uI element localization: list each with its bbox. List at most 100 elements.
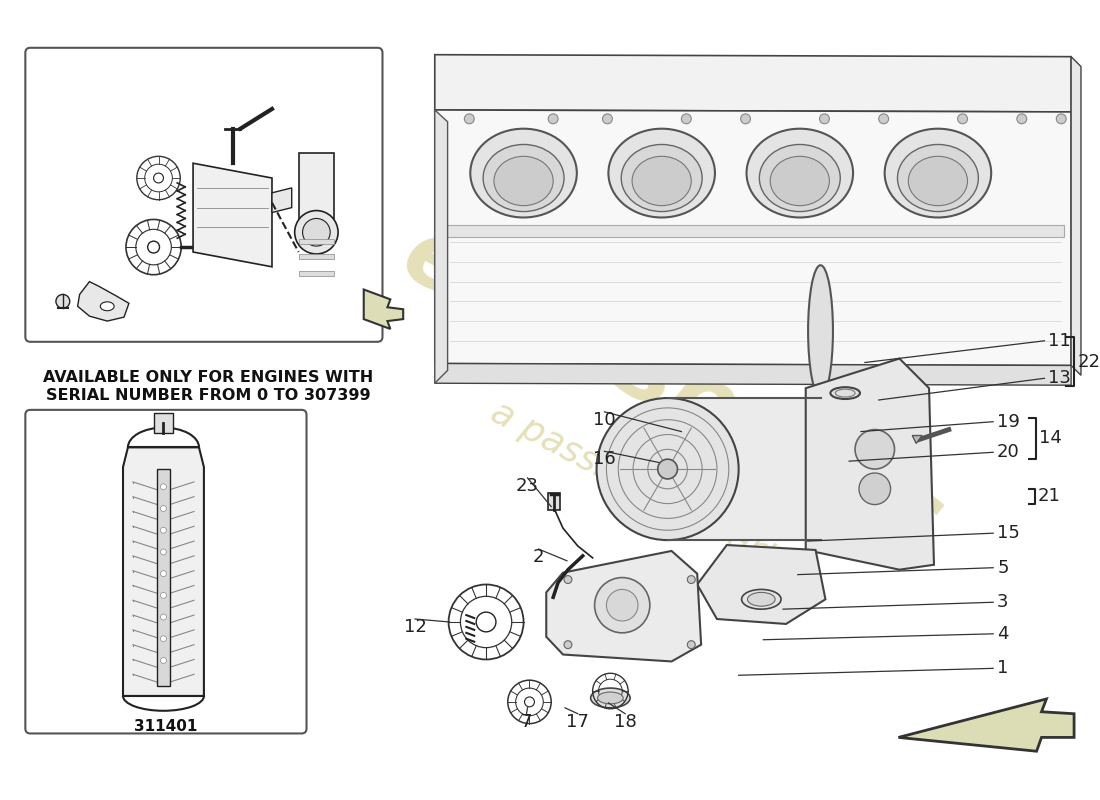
Polygon shape	[1071, 57, 1081, 375]
Circle shape	[161, 570, 166, 577]
Text: 4: 4	[997, 625, 1009, 643]
Text: 18: 18	[614, 713, 637, 730]
Circle shape	[859, 473, 891, 505]
Circle shape	[161, 527, 166, 533]
Circle shape	[56, 294, 69, 308]
Polygon shape	[123, 447, 204, 696]
Text: eurospares: eurospares	[386, 210, 957, 571]
Bar	[298, 254, 334, 259]
Polygon shape	[697, 545, 825, 624]
Ellipse shape	[608, 129, 715, 218]
Circle shape	[161, 614, 166, 620]
Ellipse shape	[494, 156, 553, 206]
Text: 22: 22	[1078, 353, 1100, 370]
Ellipse shape	[759, 145, 840, 211]
Text: 14: 14	[1038, 430, 1061, 447]
Text: 12: 12	[404, 618, 427, 636]
Polygon shape	[547, 551, 701, 662]
Bar	[298, 154, 334, 232]
Circle shape	[606, 590, 638, 621]
Circle shape	[525, 697, 535, 707]
Polygon shape	[899, 699, 1074, 751]
Circle shape	[658, 459, 678, 479]
Ellipse shape	[747, 129, 854, 218]
Ellipse shape	[100, 302, 114, 310]
Text: 19: 19	[997, 413, 1020, 430]
Text: 5: 5	[969, 103, 1075, 253]
Circle shape	[855, 430, 894, 469]
Circle shape	[820, 114, 829, 124]
Polygon shape	[272, 188, 292, 213]
Circle shape	[147, 241, 160, 253]
Circle shape	[681, 114, 691, 124]
Circle shape	[161, 592, 166, 598]
FancyBboxPatch shape	[25, 410, 307, 734]
Polygon shape	[434, 110, 448, 383]
Bar	[442, 226, 1064, 238]
Circle shape	[688, 641, 695, 649]
Bar	[548, 493, 560, 510]
Circle shape	[603, 114, 613, 124]
FancyBboxPatch shape	[25, 48, 383, 342]
Circle shape	[1016, 114, 1026, 124]
Bar	[298, 270, 334, 276]
Circle shape	[564, 576, 572, 583]
Bar	[154, 413, 174, 433]
Text: 1: 1	[997, 659, 1009, 678]
Circle shape	[161, 658, 166, 663]
Text: AVAILABLE ONLY FOR ENGINES WITH
SERIAL NUMBER FROM 0 TO 307399: AVAILABLE ONLY FOR ENGINES WITH SERIAL N…	[43, 370, 373, 403]
Circle shape	[564, 641, 572, 649]
Circle shape	[740, 114, 750, 124]
Ellipse shape	[741, 590, 781, 609]
Ellipse shape	[808, 266, 833, 397]
Circle shape	[879, 114, 889, 124]
Text: 16: 16	[593, 450, 616, 468]
Circle shape	[295, 210, 338, 254]
Circle shape	[302, 218, 330, 246]
Bar	[298, 239, 334, 244]
Text: 7: 7	[520, 713, 532, 730]
Circle shape	[596, 398, 738, 540]
Ellipse shape	[898, 145, 978, 211]
Circle shape	[214, 239, 231, 255]
Circle shape	[161, 484, 166, 490]
Circle shape	[161, 549, 166, 555]
Circle shape	[688, 576, 695, 583]
Text: 3: 3	[997, 594, 1009, 611]
Circle shape	[161, 636, 166, 642]
Ellipse shape	[471, 129, 576, 218]
Circle shape	[595, 578, 650, 633]
Bar	[156, 469, 170, 686]
Text: 13: 13	[1048, 370, 1071, 387]
Circle shape	[464, 114, 474, 124]
Polygon shape	[434, 54, 1071, 112]
Ellipse shape	[597, 692, 624, 704]
Polygon shape	[434, 110, 1071, 366]
Ellipse shape	[632, 156, 691, 206]
Ellipse shape	[483, 145, 564, 211]
Circle shape	[154, 173, 164, 183]
Text: a passion for parts: a passion for parts	[485, 394, 799, 583]
Text: 311401: 311401	[134, 718, 197, 734]
Ellipse shape	[909, 156, 968, 206]
Text: 15: 15	[997, 524, 1020, 542]
Circle shape	[476, 612, 496, 632]
Text: 17: 17	[566, 713, 590, 730]
Ellipse shape	[621, 145, 702, 211]
Ellipse shape	[770, 156, 829, 206]
Text: 10: 10	[593, 410, 616, 429]
Ellipse shape	[884, 129, 991, 218]
Text: 2: 2	[532, 548, 544, 566]
Polygon shape	[805, 358, 934, 570]
Polygon shape	[912, 435, 922, 443]
Ellipse shape	[591, 688, 630, 708]
Circle shape	[548, 114, 558, 124]
Polygon shape	[194, 163, 272, 267]
Polygon shape	[434, 363, 1071, 386]
Ellipse shape	[748, 592, 775, 606]
Text: 20: 20	[997, 443, 1020, 462]
Circle shape	[958, 114, 968, 124]
Text: 23: 23	[516, 477, 539, 495]
Text: 11: 11	[1048, 332, 1071, 350]
Text: 21: 21	[1037, 487, 1060, 505]
